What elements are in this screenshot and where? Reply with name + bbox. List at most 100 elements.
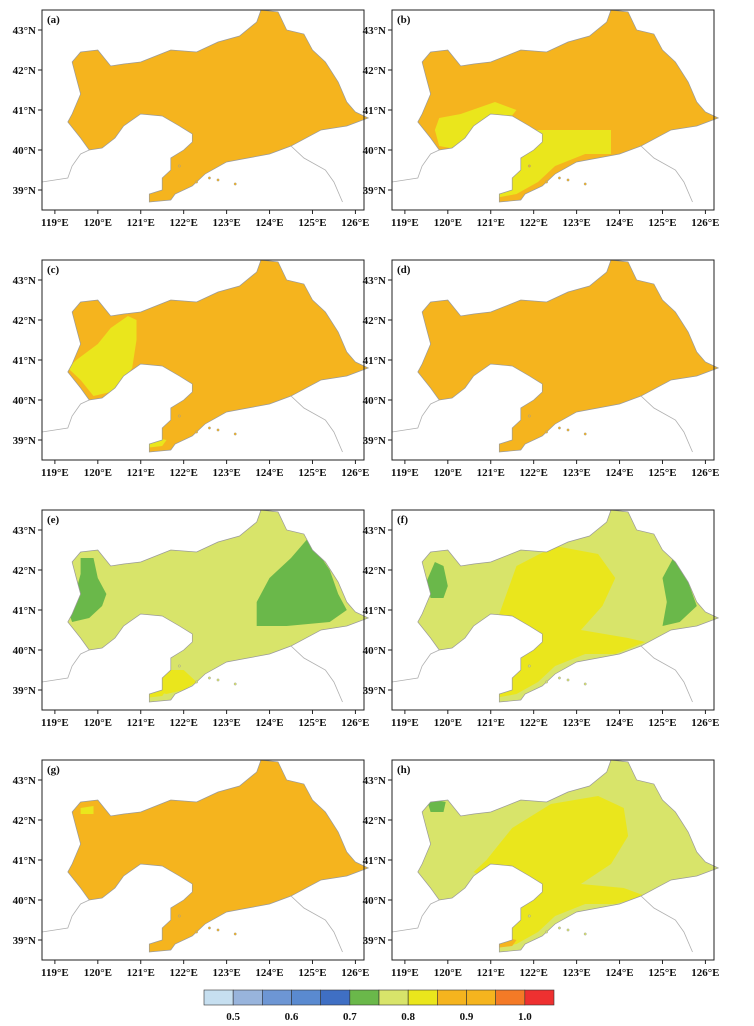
y-tick-label: 39°N [13, 185, 36, 197]
coastline [640, 895, 693, 953]
province-fill [67, 760, 369, 952]
y-tick-label: 42°N [13, 315, 36, 327]
y-tick-label: 43°N [13, 525, 36, 537]
map-panel-h: 119°E 120°E 121°E 122°E 123°E 124°E 125°E 126°E… [363, 759, 720, 979]
x-tick-label: 120°E [84, 967, 112, 979]
x-tick-label: 125°E [298, 717, 326, 729]
x-tick-label: 124°E [255, 217, 283, 229]
coastline [391, 899, 440, 933]
colorbar-tick-label: 0.7 [343, 1011, 357, 1023]
coastline [290, 645, 343, 703]
x-tick-label: 122°E [170, 217, 198, 229]
x-tick-label: 119°E [391, 217, 419, 229]
x-tick-label: 126°E [691, 217, 719, 229]
map-panel-f: 119°E 120°E 121°E 122°E 123°E 124°E 125°E 126°E… [363, 509, 720, 729]
x-tick-label: 124°E [255, 467, 283, 479]
island [558, 676, 561, 680]
y-tick-label: 40°N [13, 895, 36, 907]
colorbar-swatch [349, 989, 380, 1006]
y-tick-label: 43°N [13, 25, 36, 37]
x-tick-label: 123°E [212, 717, 240, 729]
island [233, 182, 237, 186]
x-tick-label: 120°E [84, 467, 112, 479]
colorbar-swatch [407, 989, 438, 1006]
island [216, 428, 220, 432]
y-tick-label: 40°N [363, 645, 386, 657]
y-tick-label: 42°N [363, 65, 386, 77]
x-tick-label: 125°E [298, 217, 326, 229]
colorbar-swatch [378, 989, 409, 1006]
x-tick-label: 126°E [341, 217, 369, 229]
island [545, 930, 548, 934]
y-tick-label: 42°N [363, 815, 386, 827]
island [177, 164, 181, 168]
y-tick-label: 43°N [363, 25, 386, 37]
panel-label: (d) [397, 264, 411, 276]
x-tick-label: 125°E [648, 217, 676, 229]
y-tick-label: 41°N [13, 605, 36, 617]
x-tick-label: 121°E [477, 217, 505, 229]
contour-region [80, 806, 94, 814]
island [195, 430, 198, 434]
island [558, 426, 561, 430]
colorbar-swatch [232, 989, 263, 1006]
island [566, 428, 570, 432]
contour-region [67, 558, 107, 622]
x-tick-label: 121°E [127, 217, 155, 229]
colorbar-swatch [524, 989, 555, 1006]
colorbar-swatch [320, 989, 351, 1006]
contour-region [426, 562, 448, 598]
y-tick-label: 39°N [363, 935, 386, 947]
island [566, 678, 570, 682]
colorbar-tick-label: 0.8 [401, 1011, 415, 1023]
x-tick-label: 122°E [520, 717, 548, 729]
x-tick-label: 123°E [212, 467, 240, 479]
x-tick-label: 122°E [170, 967, 198, 979]
y-tick-label: 41°N [13, 105, 36, 117]
island [545, 180, 548, 184]
y-tick-label: 42°N [363, 315, 386, 327]
x-tick-label: 124°E [255, 967, 283, 979]
y-tick-label: 40°N [13, 395, 36, 407]
x-tick-label: 123°E [562, 967, 590, 979]
y-tick-label: 39°N [13, 685, 36, 697]
island [583, 182, 587, 186]
x-tick-label: 124°E [605, 967, 633, 979]
x-tick-label: 119°E [41, 467, 69, 479]
y-tick-label: 39°N [13, 935, 36, 947]
map-panel-e: 119°E 120°E 121°E 122°E 123°E 124°E 125°E 126°E… [13, 509, 370, 729]
island [233, 432, 237, 436]
y-tick-label: 41°N [13, 855, 36, 867]
island [195, 680, 198, 684]
colorbar-swatch [495, 989, 526, 1006]
island [558, 926, 561, 930]
x-tick-label: 119°E [41, 217, 69, 229]
coastline [41, 149, 90, 183]
island [566, 928, 570, 932]
contour-region [473, 796, 646, 948]
island [216, 928, 220, 932]
colorbar-swatch [262, 989, 292, 1006]
island [558, 176, 561, 180]
map-panel-c: 119°E 120°E 121°E 122°E 123°E 124°E 125°E 126°E… [13, 259, 370, 479]
island [545, 680, 548, 684]
island [208, 926, 211, 930]
coastline [640, 395, 693, 453]
island [583, 682, 587, 686]
x-tick-label: 120°E [84, 717, 112, 729]
x-tick-label: 122°E [520, 467, 548, 479]
y-tick-label: 39°N [363, 435, 386, 447]
x-tick-label: 124°E [605, 217, 633, 229]
x-tick-label: 122°E [520, 217, 548, 229]
island [208, 426, 211, 430]
x-tick-label: 125°E [648, 967, 676, 979]
island [208, 176, 211, 180]
y-tick-label: 43°N [13, 775, 36, 787]
coastline [41, 649, 90, 683]
x-tick-label: 123°E [562, 467, 590, 479]
x-tick-label: 126°E [691, 467, 719, 479]
x-tick-label: 119°E [391, 717, 419, 729]
x-tick-label: 121°E [127, 967, 155, 979]
y-tick-label: 41°N [363, 605, 386, 617]
